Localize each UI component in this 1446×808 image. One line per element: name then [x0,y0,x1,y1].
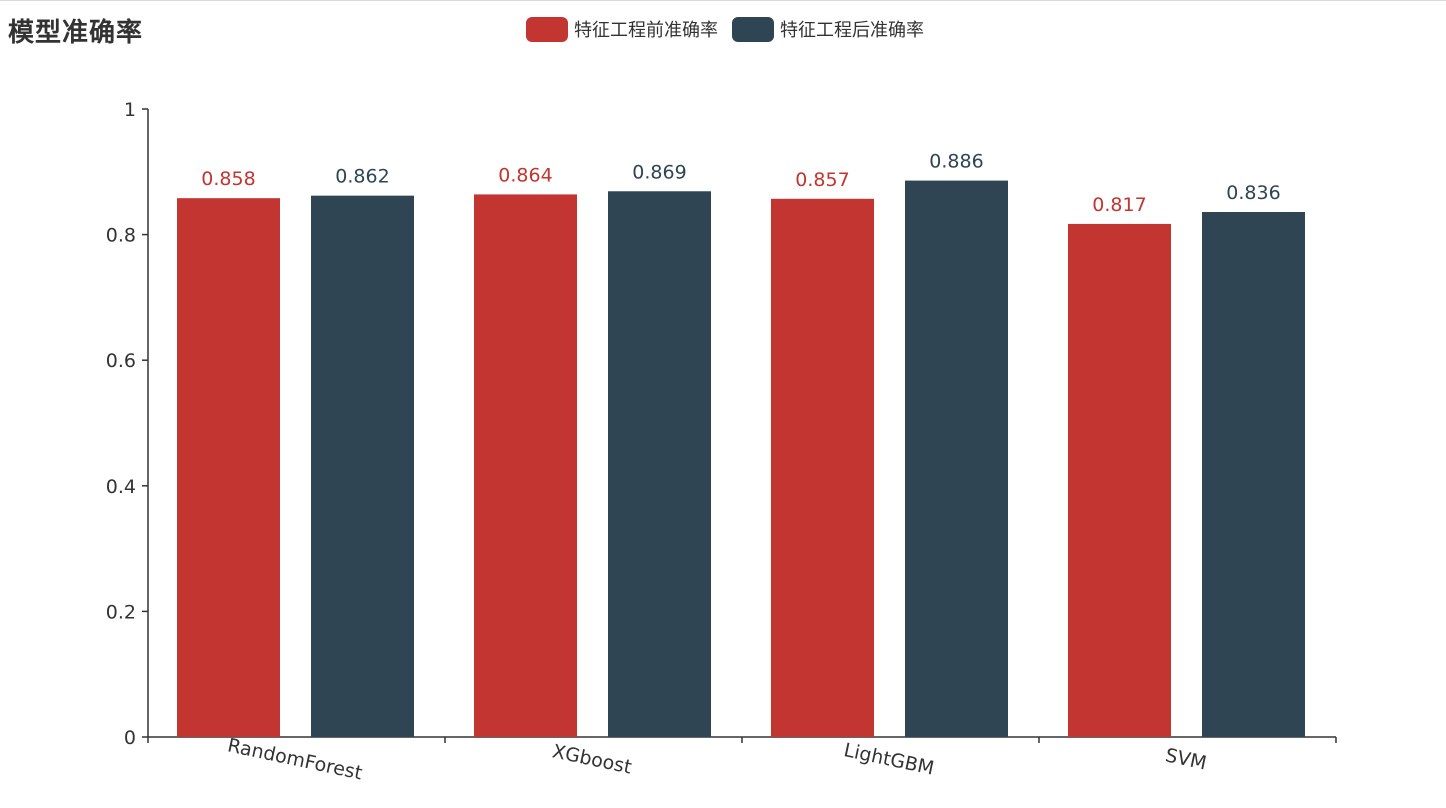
legend-swatch-before [526,16,568,42]
bar-value-label: 0.864 [498,164,552,186]
legend-item-before[interactable]: 特征工程前准确率 [526,16,718,42]
chart-title: 模型准确率 [8,18,144,48]
legend-label-after: 特征工程后准确率 [780,20,924,41]
bar-value-label: 0.836 [1226,182,1280,204]
bar-before [474,194,577,737]
bar-value-label: 0.869 [632,161,686,183]
y-tick-label: 0 [124,727,136,749]
x-tick-label: XGboost [550,740,633,778]
y-tick-label: 0.4 [106,476,136,498]
bar-before [1068,223,1171,737]
y-tick-label: 0.2 [106,601,136,623]
x-tick-label: SVM [1163,744,1208,774]
bar-after [608,191,711,737]
y-tick-label: 0.6 [106,350,136,372]
x-tick-label: LightGBM [842,739,936,780]
bar-after [905,180,1008,738]
bar-value-label: 0.857 [795,169,849,191]
top-border [0,0,1446,1]
bar-value-label: 0.817 [1092,194,1146,216]
y-tick-label: 0.8 [106,225,136,247]
bar-before [177,198,280,737]
y-tick-label: 1 [124,99,136,121]
legend-label-before: 特征工程前准确率 [574,20,718,41]
bar-value-label: 0.862 [335,166,389,188]
legend: 特征工程前准确率 特征工程后准确率 [526,16,938,42]
x-tick-label: RandomForest [226,734,365,784]
legend-item-after[interactable]: 特征工程后准确率 [732,16,924,42]
legend-swatch-after [732,16,774,42]
bar-before [771,198,874,737]
bar-after [311,195,414,737]
bar-value-label: 0.886 [929,151,983,173]
bar-after [1202,211,1305,737]
bar-value-label: 0.858 [201,168,255,190]
